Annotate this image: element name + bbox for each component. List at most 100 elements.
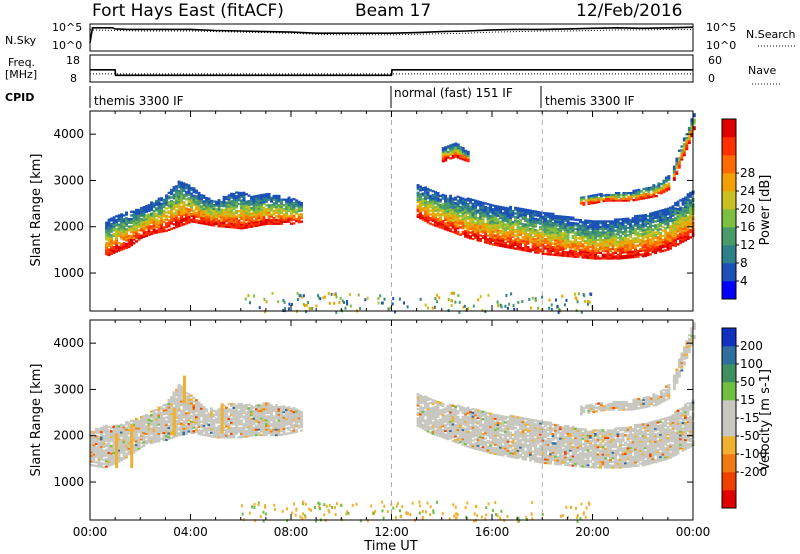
scatter-cell — [531, 243, 535, 246]
low-range-echo — [550, 303, 553, 307]
scatter-cell — [579, 196, 583, 199]
scatter-cell — [464, 202, 467, 205]
scatter-cell — [125, 220, 128, 224]
scatter-cell — [576, 224, 580, 227]
scatter-cell — [277, 215, 281, 218]
scatter-cell — [511, 241, 515, 244]
scatter-cell — [634, 224, 637, 227]
scatter-cell — [257, 203, 261, 206]
scatter-cell — [90, 458, 93, 461]
scatter-cell — [192, 422, 196, 425]
scatter-cell — [280, 205, 283, 209]
scatter-cell — [120, 222, 123, 225]
scatter-cell — [250, 199, 253, 202]
scatter-cell — [160, 228, 163, 231]
scatter-cell — [421, 201, 425, 204]
scatter-cell — [197, 203, 201, 206]
scatter-cell — [260, 218, 263, 221]
noise-tick-low: 10^0 — [52, 39, 82, 52]
scatter-cell — [232, 412, 236, 415]
scatter-cell — [549, 231, 552, 234]
scatter-cell — [167, 223, 171, 226]
scatter-cell — [621, 255, 625, 258]
scatter-cell — [217, 219, 221, 222]
scatter-cell — [245, 213, 248, 216]
scatter-cell — [564, 219, 567, 222]
scatter-cell — [686, 224, 690, 227]
scatter-cell — [606, 231, 610, 234]
low-range-echo — [447, 298, 450, 301]
scatter-cell — [135, 208, 138, 212]
scatter-cell — [170, 205, 173, 208]
scatter-cell — [130, 234, 133, 237]
scatter-cell — [589, 225, 592, 228]
scatter-cell — [559, 235, 562, 238]
scatter-cell — [680, 145, 684, 148]
scatter-cell — [559, 241, 562, 244]
scatter-cell — [451, 197, 455, 200]
scatter-cell — [270, 222, 273, 225]
scatter-cell — [671, 220, 675, 223]
scatter-cell — [167, 419, 171, 422]
scatter-cell — [596, 222, 600, 225]
scatter-cell — [240, 208, 243, 211]
scatter-cell — [180, 181, 183, 184]
scatter-cell — [491, 235, 495, 239]
scatter-cell — [97, 459, 101, 463]
scatter-cell — [424, 216, 427, 219]
scatter-cell — [551, 235, 555, 238]
scatter-cell — [589, 255, 592, 258]
scatter-cell — [105, 432, 108, 435]
scatter-cell — [177, 387, 181, 391]
scatter-cell — [112, 251, 116, 254]
scatter-cell — [230, 218, 233, 221]
scatter-cell — [662, 185, 666, 188]
scatter-cell — [639, 253, 642, 256]
scatter-cell — [240, 199, 243, 202]
scatter-cell — [180, 394, 183, 397]
scatter-cell — [187, 186, 191, 189]
scatter-cell — [589, 238, 592, 241]
scatter-cell — [481, 222, 485, 225]
scatter-cell — [255, 219, 258, 222]
low-range-echo — [335, 295, 338, 299]
scatter-cell — [170, 207, 173, 210]
low-range-echo — [433, 305, 436, 309]
scatter-cell — [112, 444, 116, 447]
scatter-cell — [227, 419, 231, 422]
scatter-cell — [509, 241, 512, 244]
scatter-cell — [137, 427, 141, 430]
scatter-cell — [659, 237, 662, 240]
scatter-cell — [180, 396, 183, 399]
scatter-cell — [115, 244, 118, 248]
scatter-cell — [534, 243, 537, 247]
scatter-cell — [676, 209, 680, 213]
scatter-cell — [225, 406, 228, 409]
scatter-cell — [444, 222, 447, 225]
low-range-echo — [387, 307, 390, 311]
scatter-cell — [107, 227, 111, 231]
scatter-cell — [185, 220, 188, 223]
scatter-cell — [157, 225, 161, 228]
scatter-cell — [671, 240, 675, 243]
scatter-cell — [594, 240, 597, 243]
scatter-cell — [172, 406, 176, 409]
scatter-cell — [479, 223, 482, 226]
scatter-cell — [486, 225, 490, 228]
scatter-cell — [439, 205, 442, 209]
scatter-cell — [225, 419, 228, 422]
scatter-cell — [180, 190, 183, 194]
scatter-cell — [576, 255, 580, 259]
scatter-cell — [167, 221, 171, 224]
scatter-cell — [125, 222, 128, 225]
scatter-cell — [192, 211, 196, 214]
scatter-cell — [589, 253, 592, 256]
scatter-cell — [112, 234, 116, 238]
scatter-cell — [140, 423, 143, 426]
scatter-cell — [175, 192, 178, 195]
scatter-cell — [205, 426, 208, 430]
scatter-cell — [107, 455, 111, 458]
scatter-cell — [439, 217, 442, 220]
scatter-cell — [421, 207, 425, 210]
scatter-cell — [509, 215, 512, 218]
